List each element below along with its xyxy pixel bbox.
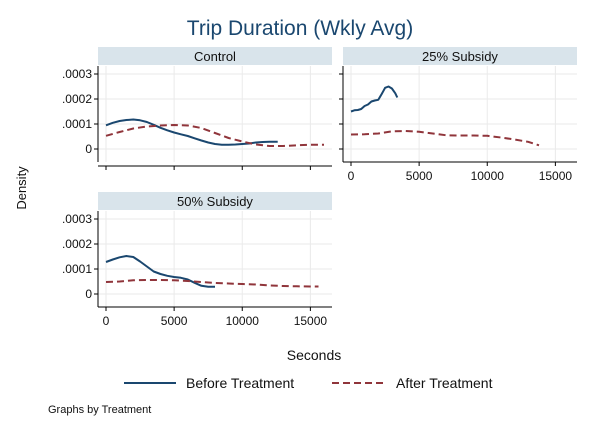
x-tick-label: 15000 [539,169,573,183]
panel-strip-label: Control [194,49,236,64]
series-after-treatment [350,130,540,147]
x-tick-label: 0 [103,314,110,328]
x-tick-label: 0 [348,169,355,183]
panel-3: 50% Subsidy 0 .0001 .0002 .0003 0 5000 10000 150… [62,192,332,328]
series-before-treatment [105,118,278,146]
x-tick-label: 10000 [226,314,260,328]
x-axis-label: Seconds [287,347,341,363]
panel-2: 25% Subsidy 0 5000 10000 15000 [339,47,577,183]
panel-strip-label: 25% Subsidy [422,49,498,64]
y-tick-label: .0003 [62,212,92,226]
y-tick-label: 0 [85,287,92,301]
series-before-treatment [350,85,399,113]
legend-label-before: Before Treatment [186,375,294,391]
x-tick-label: 5000 [161,314,188,328]
panel-1: Control 0 .0001 .0002 .0003 [62,47,332,170]
y-tick-label: 0 [85,142,92,156]
x-tick-label: 15000 [294,314,328,328]
panel-strip-label: 50% Subsidy [177,194,253,209]
y-axis-label: Density [14,166,29,210]
legend-label-after: After Treatment [396,375,493,391]
y-tick-label: .0003 [62,67,92,81]
y-tick-label: .0001 [62,262,92,276]
panel-strip [98,192,332,210]
y-tick-label: .0002 [62,92,92,106]
x-tick-label: 5000 [406,169,433,183]
panel-strip [343,47,577,65]
series-before-treatment [105,255,215,288]
legend: Before Treatment After Treatment [124,375,493,391]
graphs-by-note: Graphs by Treatment [48,404,151,416]
panels: Control 0 .0001 .0002 .0003 25% Subsidy 0 5000 1… [62,47,577,328]
series-after-treatment [105,124,324,147]
series-after-treatment [105,279,319,288]
y-tick-label: .0001 [62,117,92,131]
chart-title: Trip Duration (Wkly Avg) [187,17,413,40]
x-tick-label: 10000 [471,169,505,183]
y-tick-label: .0002 [62,237,92,251]
panel-strip [98,47,332,65]
